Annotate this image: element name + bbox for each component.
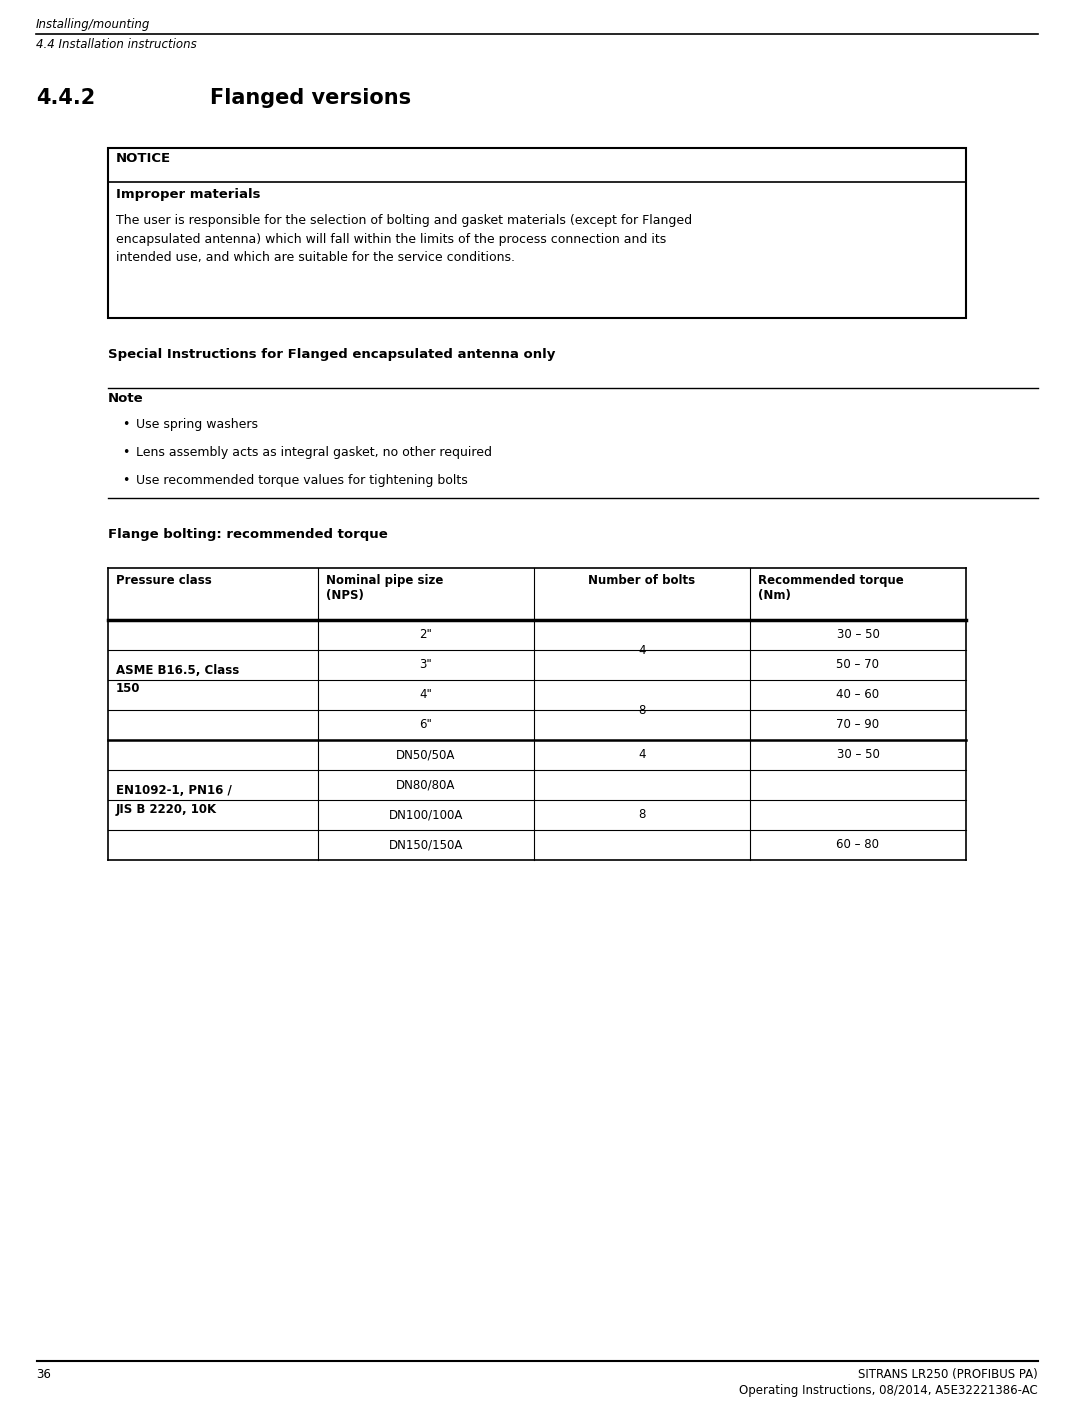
Text: The user is responsible for the selection of bolting and gasket materials (excep: The user is responsible for the selectio… [116, 214, 692, 264]
Text: Special Instructions for Flanged encapsulated antenna only: Special Instructions for Flanged encapsu… [108, 348, 555, 361]
Text: Operating Instructions, 08/2014, A5E32221386-AC: Operating Instructions, 08/2014, A5E3222… [739, 1384, 1037, 1397]
Text: Pressure class: Pressure class [116, 575, 212, 587]
Text: ASME B16.5, Class
150: ASME B16.5, Class 150 [116, 665, 240, 695]
Text: DN100/100A: DN100/100A [389, 808, 463, 822]
Text: Nominal pipe size
(NPS): Nominal pipe size (NPS) [326, 575, 444, 601]
Text: DN150/150A: DN150/150A [389, 839, 463, 851]
Text: 4: 4 [638, 643, 645, 656]
Text: 50 – 70: 50 – 70 [837, 659, 880, 672]
Text: Improper materials: Improper materials [116, 188, 261, 201]
Text: SITRANS LR250 (PROFIBUS PA): SITRANS LR250 (PROFIBUS PA) [858, 1368, 1037, 1381]
Bar [108, 148, 966, 318]
Text: 30 – 50: 30 – 50 [837, 749, 880, 762]
Text: EN1092-1, PN16 /
JIS B 2220, 10K: EN1092-1, PN16 / JIS B 2220, 10K [116, 784, 232, 815]
Text: Flange bolting: recommended torque: Flange bolting: recommended torque [108, 528, 388, 541]
Text: Use recommended torque values for tightening bolts: Use recommended torque values for tighte… [136, 473, 468, 488]
Text: 70 – 90: 70 – 90 [837, 718, 880, 732]
Text: Use spring washers: Use spring washers [136, 419, 258, 431]
Text: 4": 4" [420, 688, 433, 701]
Text: 8: 8 [638, 704, 645, 717]
Text: 4: 4 [638, 749, 645, 762]
Text: 4.4 Installation instructions: 4.4 Installation instructions [37, 38, 197, 51]
Text: Number of bolts: Number of bolts [589, 575, 696, 587]
Text: 36: 36 [37, 1368, 50, 1381]
Text: DN50/50A: DN50/50A [396, 749, 455, 762]
Text: •: • [122, 419, 129, 431]
Text: 2": 2" [420, 628, 433, 642]
Text: •: • [122, 445, 129, 459]
Text: Installing/mounting: Installing/mounting [37, 18, 150, 31]
Text: 4.4.2: 4.4.2 [37, 89, 96, 108]
Text: 6": 6" [420, 718, 433, 732]
Text: Recommended torque
(Nm): Recommended torque (Nm) [758, 575, 903, 601]
Text: 3": 3" [420, 659, 433, 672]
Text: 40 – 60: 40 – 60 [837, 688, 880, 701]
Text: DN80/80A: DN80/80A [396, 778, 455, 791]
Text: •: • [122, 473, 129, 488]
Text: Flanged versions: Flanged versions [211, 89, 411, 108]
Text: 60 – 80: 60 – 80 [837, 839, 880, 851]
Text: 8: 8 [638, 808, 645, 822]
Text: Lens assembly acts as integral gasket, no other required: Lens assembly acts as integral gasket, n… [136, 445, 492, 459]
Text: Note: Note [108, 392, 144, 405]
Text: 30 – 50: 30 – 50 [837, 628, 880, 642]
Text: NOTICE: NOTICE [116, 152, 171, 164]
